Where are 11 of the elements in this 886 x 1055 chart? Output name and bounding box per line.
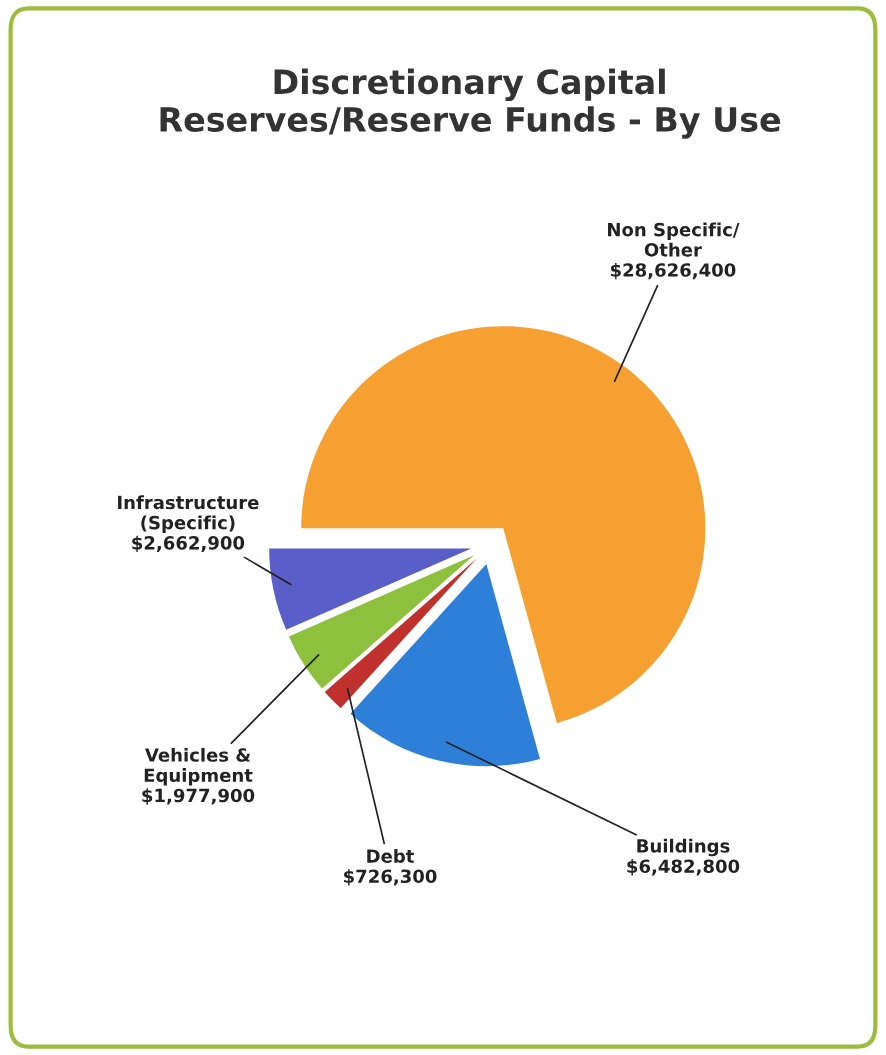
data-label: $1,977,900 bbox=[142, 788, 255, 805]
slice-label: Non Specific/ Other bbox=[608, 222, 740, 257]
slice-label: Infrastructure (Specific) bbox=[118, 495, 259, 533]
slice-label: Buildings bbox=[637, 838, 730, 857]
slice-label: Vehicles & Equipment bbox=[144, 747, 253, 786]
data-label: $2,662,900 bbox=[132, 535, 245, 553]
data-label: $726,300 bbox=[344, 869, 437, 886]
data-label: $28,626,400 bbox=[610, 262, 736, 280]
data-label: $6,482,800 bbox=[627, 859, 740, 876]
chart-title: Discretionary Capital Reserves/Reserve Funds - By Use bbox=[160, 68, 781, 139]
slice-label: Debt bbox=[367, 848, 414, 863]
